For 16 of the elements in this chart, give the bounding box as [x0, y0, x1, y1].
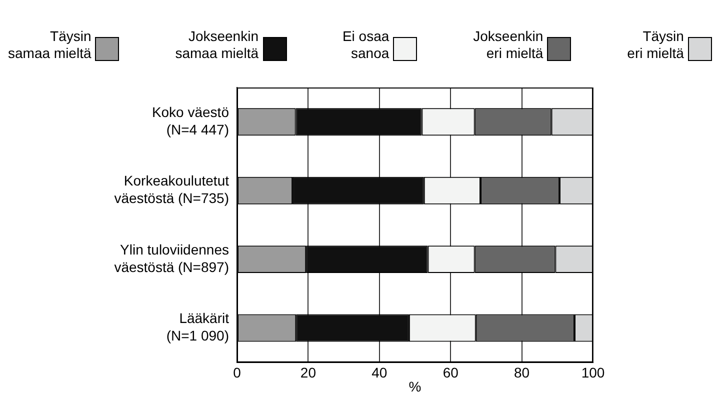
x-tick-label: 40 [372, 364, 388, 381]
x-tick-label: 100 [581, 364, 605, 381]
x-tick-label: 20 [300, 364, 316, 381]
legend-label: Ei osaa sanoa [342, 28, 390, 62]
y-tick-label: Lääkärit (N=1 090) [166, 310, 230, 344]
legend-label: Täysin samaa mieltä [8, 28, 92, 62]
legend-label: Jokseenkin eri mieltä [473, 28, 544, 62]
x-tick-label: 80 [514, 364, 530, 381]
legend-label: Täysin eri mieltä [627, 28, 684, 62]
legend-label: Jokseenkin samaa mieltä [175, 28, 258, 62]
x-axis-title: % [408, 378, 422, 394]
y-tick-label: Koko väestö (N=4 447) [152, 104, 230, 138]
x-tick-label: 60 [442, 364, 459, 381]
y-tick-label: Ylin tuloviidennes väestöstä (N=897) [114, 241, 229, 275]
y-tick-label: Korkeakoulutetut väestöstä (N=735) [114, 172, 230, 206]
x-tick-label: 0 [233, 364, 242, 381]
